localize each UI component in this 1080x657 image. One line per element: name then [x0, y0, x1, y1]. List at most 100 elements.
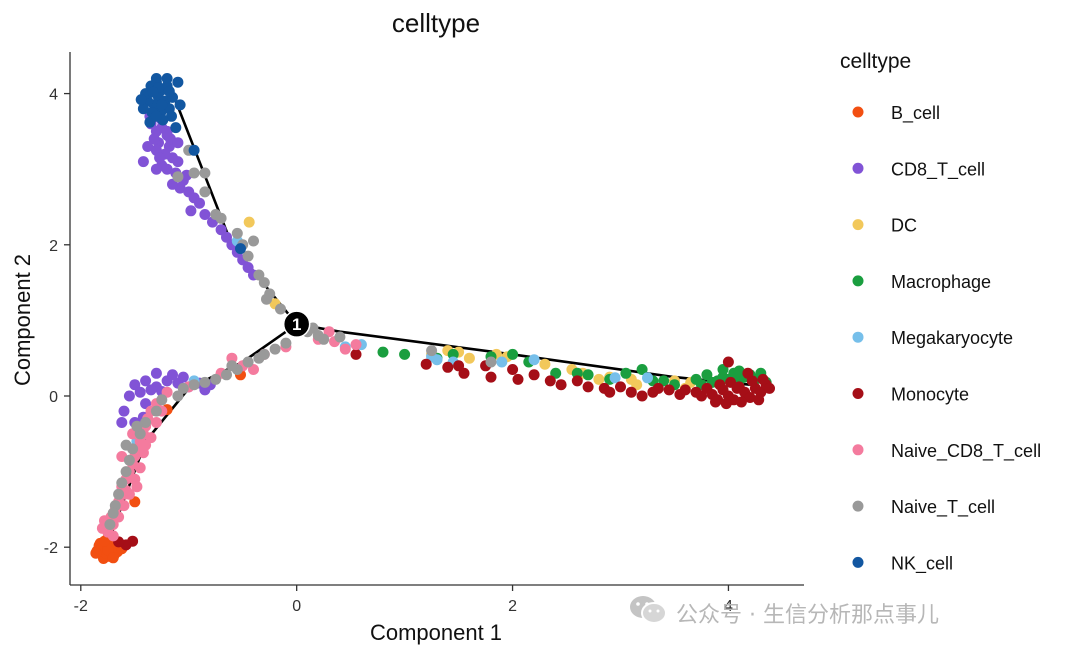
data-point: [118, 405, 130, 417]
data-point: [571, 367, 583, 379]
data-point: [161, 125, 173, 137]
data-point: [258, 348, 270, 360]
data-point: [116, 477, 128, 489]
data-point: [350, 348, 362, 360]
data-point: [177, 382, 189, 394]
data-point: [150, 163, 162, 175]
data-point: [170, 122, 182, 134]
data-point: [166, 110, 177, 122]
legend-label: Megakaryocyte: [891, 328, 1013, 348]
data-point: [118, 500, 130, 512]
data-point: [442, 361, 454, 373]
data-point: [172, 171, 184, 183]
data-point: [90, 547, 102, 559]
data-point: [652, 382, 664, 394]
data-point: [161, 73, 173, 84]
data-point: [555, 379, 567, 391]
data-point: [275, 303, 286, 315]
data-point: [199, 209, 211, 220]
data-point: [582, 381, 594, 393]
data-point: [742, 367, 754, 379]
legend-label: Naive_CD8_T_cell: [891, 441, 1041, 462]
data-point: [177, 371, 189, 383]
data-point: [571, 375, 583, 387]
legend-key: [852, 331, 864, 343]
data-point: [137, 103, 149, 115]
data-point: [150, 417, 162, 428]
data-point: [431, 354, 443, 366]
data-point: [582, 369, 594, 381]
data-point: [512, 373, 524, 385]
data-point: [123, 390, 135, 402]
data-point: [733, 365, 745, 377]
data-point: [764, 382, 775, 394]
data-point: [150, 110, 162, 122]
legend: celltype B_cell CD8_T_cell DC Macrophage Meg…: [840, 50, 1041, 574]
data-point: [642, 372, 653, 384]
data-point: [120, 466, 132, 478]
data-point: [221, 231, 232, 243]
data-point: [154, 152, 166, 164]
data-point: [172, 137, 184, 149]
data-point: [148, 133, 160, 145]
data-point: [426, 345, 438, 357]
data-point: [137, 156, 149, 168]
data-point: [167, 178, 178, 190]
data-point: [528, 354, 540, 366]
data-point: [167, 369, 178, 381]
data-point: [550, 367, 562, 379]
data-point: [679, 384, 691, 396]
data-point: [636, 364, 648, 375]
data-point: [663, 384, 675, 396]
data-point: [420, 358, 432, 370]
data-point: [226, 352, 238, 364]
data-point: [720, 398, 732, 410]
data-point: [753, 394, 765, 406]
data-point: [156, 394, 168, 406]
data-point: [731, 382, 743, 394]
data-point: [131, 420, 143, 432]
data-point: [539, 358, 551, 370]
y-tick-label: 2: [49, 238, 58, 255]
legend-key: [852, 219, 864, 231]
data-point: [280, 337, 292, 349]
data-point: [593, 373, 605, 385]
data-point: [242, 250, 254, 262]
axes: -2 0 2 4 -2 0 2 4: [44, 52, 804, 615]
data-point: [188, 144, 200, 156]
data-point: [261, 293, 272, 305]
legend-label: B_cell: [891, 103, 940, 124]
trajectory-lines: [106, 100, 751, 544]
data-point: [714, 379, 726, 391]
legend-title: celltype: [840, 50, 911, 73]
x-tick-label: -2: [74, 598, 88, 615]
legend-key: [852, 106, 864, 118]
data-point: [210, 373, 222, 385]
data-point: [507, 348, 519, 360]
data-point: [757, 373, 769, 385]
data-point: [735, 396, 747, 408]
legend-key: [852, 388, 864, 399]
legend-label: NK_cell: [891, 553, 953, 574]
data-point: [174, 99, 186, 111]
data-point: [185, 205, 197, 217]
data-point: [463, 352, 475, 364]
data-point: [253, 269, 265, 281]
data-point: [107, 530, 119, 542]
watermark: 公众号 · 生信分析那点事儿: [628, 596, 939, 630]
data-point: [744, 392, 756, 403]
legend-key: [852, 500, 864, 512]
data-point: [243, 216, 255, 228]
legend-key: [852, 556, 864, 568]
data-point: [615, 381, 626, 393]
legend-label: CD8_T_cell: [891, 159, 985, 180]
data-point: [120, 439, 132, 451]
data-point: [194, 197, 205, 209]
legend-key: [852, 162, 864, 174]
data-point: [172, 156, 184, 168]
data-point: [350, 339, 362, 351]
data-point: [135, 94, 147, 106]
data-point: [625, 386, 637, 398]
legend-key: [852, 275, 864, 287]
chart-title: celltype: [392, 8, 480, 38]
